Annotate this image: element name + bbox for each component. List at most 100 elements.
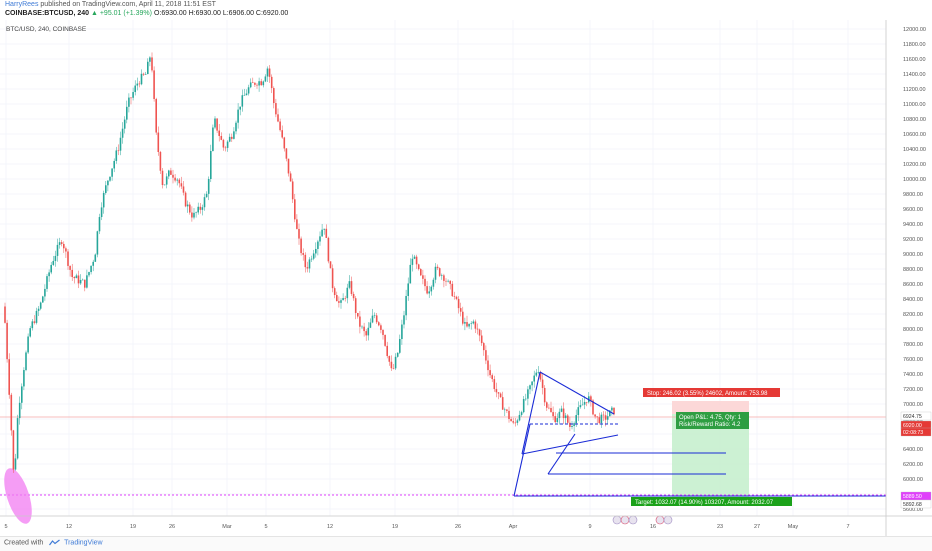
candle-body [37, 308, 40, 311]
candle-body [541, 379, 544, 388]
date-tick: May [788, 524, 799, 530]
date-tick: 9 [588, 524, 591, 530]
tradingview-brand[interactable]: TradingView [64, 539, 103, 547]
candle-body [516, 420, 519, 423]
candle-body [336, 295, 338, 302]
price-chart[interactable]: BTC/USD, 240, COINBASE Stop: 246.02 (3.5… [0, 20, 932, 536]
candle-body [312, 253, 315, 259]
candle-body [228, 136, 231, 142]
candle-body [600, 414, 603, 424]
candle-body [371, 315, 374, 323]
upper-trendline[interactable] [539, 371, 615, 415]
candle-body [491, 375, 493, 380]
price-tick: 11800.00 [903, 42, 926, 48]
candle-body [285, 148, 288, 159]
candle-body [216, 118, 218, 131]
published-text: published on TradingView.com, April 11, … [40, 1, 216, 8]
candle-body [453, 296, 456, 297]
candle-body [184, 192, 187, 207]
candle-body [130, 97, 132, 99]
candle-body [84, 279, 86, 288]
lower-trendline[interactable] [521, 434, 619, 455]
price-tick: 6400.00 [903, 447, 923, 453]
price-axis[interactable]: 12000.00 11800.00 11600.00 11400.00 11200.00… [903, 27, 926, 513]
candle-body [172, 174, 174, 178]
symbol-label: COINBASE:BTCUSD, 240 [5, 10, 90, 17]
candle-body [344, 298, 346, 299]
candle-body [577, 407, 580, 416]
candle-body [117, 150, 120, 152]
stop-zone [672, 401, 749, 414]
candle-body [325, 228, 328, 238]
event-icon[interactable] [620, 515, 630, 525]
price-tick: 6200.00 [903, 462, 923, 468]
candle-body [296, 219, 298, 229]
candle-body [522, 399, 525, 413]
candle-body [168, 170, 170, 177]
triangle-pattern[interactable] [513, 371, 886, 497]
candle-body [554, 416, 556, 423]
candle-body [606, 416, 609, 420]
candle-body [163, 184, 166, 186]
candle-body [81, 279, 84, 281]
candle-body [73, 277, 76, 279]
candle-body [300, 238, 302, 254]
candle-body [247, 87, 250, 94]
candle-body [212, 127, 214, 152]
candle-body [361, 326, 363, 328]
candle-body [499, 393, 502, 398]
price-tick: 8800.00 [903, 267, 923, 273]
candle-body [140, 73, 143, 85]
candle-body [508, 410, 510, 420]
candle-body [609, 410, 611, 417]
candle-body [65, 248, 67, 252]
candle-body [151, 57, 153, 71]
candle-body [205, 193, 208, 198]
event-icon[interactable] [655, 515, 665, 525]
candle-body [598, 417, 601, 424]
candle-body [468, 323, 470, 327]
date-tick: 26 [455, 524, 461, 530]
candle-body [233, 131, 235, 139]
candle-body [539, 371, 542, 380]
candle-body [441, 275, 443, 276]
date-tick: 12 [66, 524, 72, 530]
event-icon[interactable] [628, 515, 638, 525]
candle-body [90, 265, 92, 273]
candle-body [487, 360, 489, 371]
pattern-left-leg[interactable] [521, 371, 541, 455]
target-leg-2[interactable] [547, 433, 576, 475]
risk-reward-label: Risk/Reward Ratio: 4.2 [679, 422, 741, 428]
candle-body [54, 255, 57, 261]
event-icons[interactable] [612, 515, 673, 525]
target-leg-3[interactable] [513, 423, 531, 497]
author-link[interactable]: HarryRees [5, 1, 39, 8]
candle-body [237, 109, 239, 123]
candle-body [4, 306, 6, 323]
candle-body [575, 415, 577, 424]
candle-body [63, 243, 65, 249]
pane-label: BTC/USD, 240, COINBASE [6, 26, 87, 33]
event-icon[interactable] [663, 515, 673, 525]
candle-body [506, 409, 508, 411]
ohlc-values: O:6930.00 H:6930.00 L:6906.00 C:6920.00 [153, 10, 289, 17]
event-icon[interactable] [612, 515, 622, 525]
candle-body [241, 95, 244, 107]
candle-body [283, 137, 286, 149]
time-axis[interactable]: 5 12 19 26 Mar 5 12 19 26 Apr 9 16 23 27 May 7 [4, 524, 849, 530]
candle-body [79, 280, 82, 284]
candle-body [426, 286, 428, 294]
candle-body [157, 132, 160, 152]
date-tick: 27 [754, 524, 760, 530]
candle-body [142, 73, 145, 75]
candle-body [346, 287, 349, 299]
price-badge [900, 499, 932, 509]
candle-body [493, 379, 496, 390]
candle-body [50, 264, 52, 273]
candle-body [258, 81, 260, 86]
candle-body [407, 283, 409, 296]
candle-body [189, 204, 191, 213]
candle-body [485, 350, 487, 361]
candle-body [260, 81, 262, 86]
candle-body [550, 408, 552, 413]
